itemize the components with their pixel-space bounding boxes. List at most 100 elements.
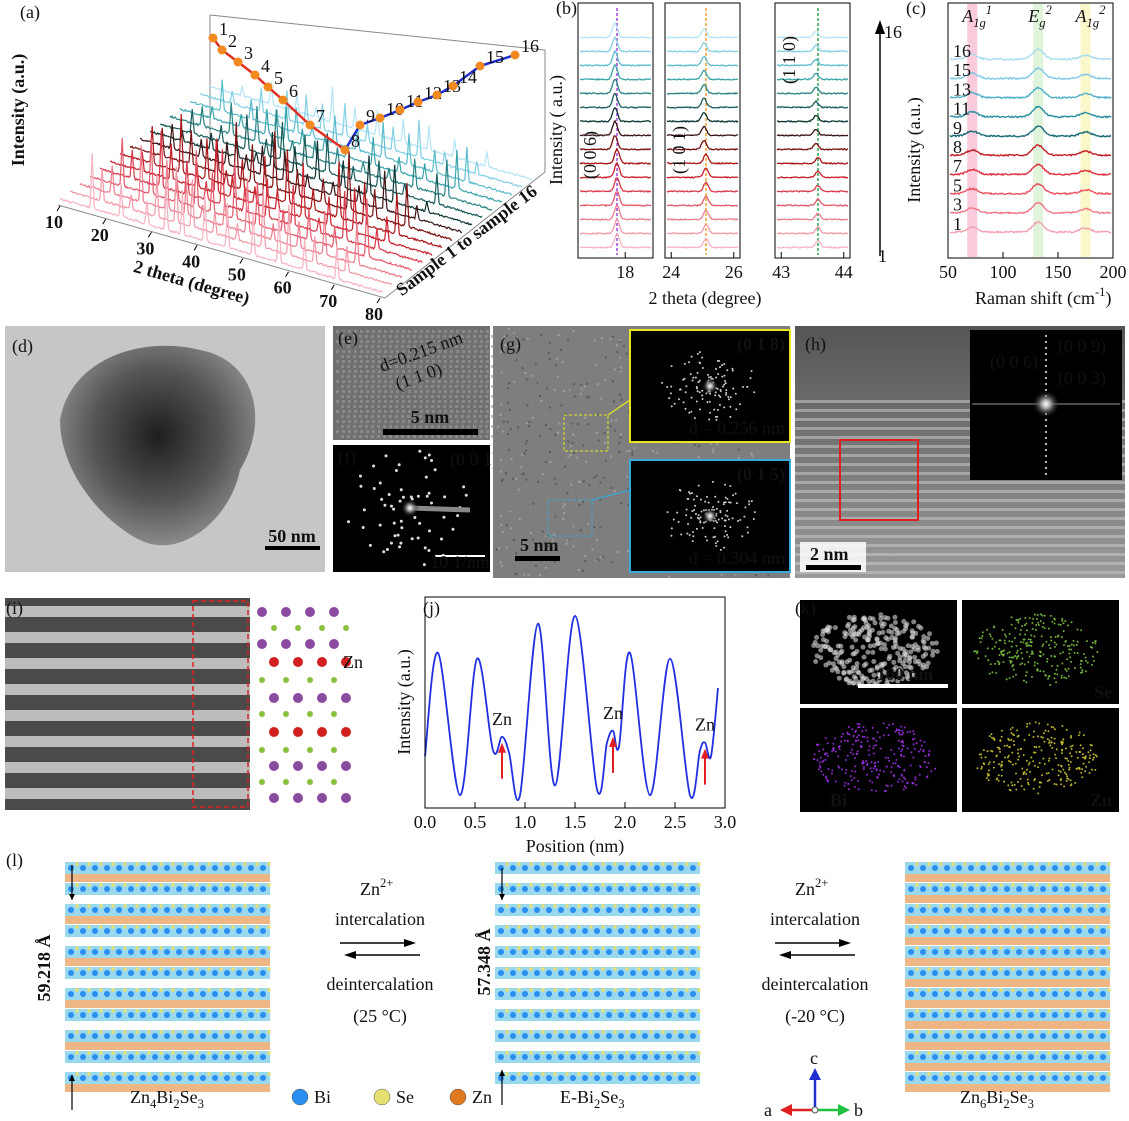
bi-atom bbox=[248, 1054, 254, 1060]
map-dot bbox=[856, 752, 859, 755]
se-atom bbox=[601, 967, 605, 971]
map-dot bbox=[868, 779, 871, 782]
lattice-dot bbox=[353, 395, 356, 398]
map-dot bbox=[909, 628, 915, 634]
se-atom bbox=[135, 1030, 139, 1034]
lattice-dot bbox=[377, 355, 380, 358]
map-dot bbox=[894, 631, 900, 637]
noise bbox=[694, 443, 697, 446]
noise bbox=[576, 456, 579, 459]
lattice-dot bbox=[389, 395, 392, 398]
lattice-dot bbox=[353, 415, 356, 418]
bi-atom bbox=[248, 991, 254, 997]
lattice-dot bbox=[444, 360, 447, 363]
lattice-dot bbox=[389, 405, 392, 408]
se-atom bbox=[111, 904, 115, 908]
bi-atom bbox=[200, 865, 206, 871]
lattice-dot bbox=[455, 355, 458, 358]
lattice-dot bbox=[377, 435, 380, 438]
fft-speckle bbox=[719, 366, 722, 369]
noise bbox=[668, 575, 671, 578]
lattice-dot bbox=[444, 370, 447, 373]
map-dot bbox=[1060, 765, 1063, 768]
diffraction-spot bbox=[409, 495, 413, 499]
bi-atom bbox=[932, 907, 938, 913]
bi-atom bbox=[80, 1075, 86, 1081]
diffraction-spot bbox=[424, 475, 428, 479]
se-atom bbox=[661, 1072, 665, 1076]
bi-atom bbox=[642, 886, 648, 892]
map-dot bbox=[872, 767, 875, 770]
sample-label: 4 bbox=[261, 56, 270, 76]
atom bbox=[269, 657, 279, 667]
bi-atom bbox=[498, 1054, 504, 1060]
se-atom bbox=[231, 1072, 235, 1076]
map-dot bbox=[1066, 658, 1069, 661]
lattice-dot bbox=[425, 395, 428, 398]
fft-speckle bbox=[725, 393, 728, 396]
bi-atom bbox=[152, 1054, 158, 1060]
bi-atom bbox=[980, 1012, 986, 1018]
lattice-dot bbox=[389, 385, 392, 388]
map-dot bbox=[1041, 774, 1044, 777]
fft-speckle bbox=[726, 497, 729, 500]
map-dot bbox=[908, 649, 914, 655]
bi-atom bbox=[212, 991, 218, 997]
fft-speckle bbox=[670, 385, 673, 388]
lattice-dot bbox=[473, 335, 476, 338]
fft-speckle bbox=[684, 391, 687, 394]
map-dot bbox=[851, 680, 857, 686]
arrowhead bbox=[404, 939, 416, 947]
se-atom bbox=[1047, 862, 1051, 866]
se-atom bbox=[231, 1009, 235, 1013]
fft-speckle bbox=[683, 362, 686, 365]
bi-atom bbox=[678, 907, 684, 913]
se-atom bbox=[637, 1072, 641, 1076]
map-dot bbox=[1016, 780, 1019, 783]
noise bbox=[531, 538, 534, 541]
noise bbox=[572, 433, 575, 436]
map-dot bbox=[877, 760, 880, 763]
x-tick-label: 200 bbox=[1100, 262, 1127, 282]
map-dot bbox=[841, 669, 847, 675]
map-dot bbox=[1004, 633, 1007, 636]
lattice-dot bbox=[407, 395, 410, 398]
se-atom bbox=[649, 967, 653, 971]
bi-atom bbox=[498, 1012, 504, 1018]
fft-speckle bbox=[684, 407, 687, 410]
noise bbox=[562, 390, 565, 393]
se-atom bbox=[123, 904, 127, 908]
bi-atom bbox=[1100, 1054, 1106, 1060]
bi-atom bbox=[932, 991, 938, 997]
lattice-dot bbox=[371, 335, 374, 338]
lattice-dot bbox=[426, 370, 429, 373]
map-dot bbox=[1082, 756, 1085, 759]
bi-atom bbox=[80, 907, 86, 913]
lattice-dot bbox=[419, 425, 422, 428]
lattice-dot bbox=[384, 420, 387, 423]
map-dot bbox=[915, 742, 918, 745]
fft-speckle bbox=[689, 373, 692, 376]
lattice-dot bbox=[450, 380, 453, 383]
se-atom bbox=[553, 1009, 557, 1013]
se-atom bbox=[661, 862, 665, 866]
bi-atom bbox=[606, 865, 612, 871]
noise bbox=[583, 385, 586, 388]
noise bbox=[619, 369, 622, 372]
map-dot bbox=[817, 768, 820, 771]
map-dot bbox=[875, 739, 878, 742]
central-spot bbox=[702, 508, 718, 524]
bi-atom bbox=[1028, 970, 1034, 976]
atom bbox=[269, 761, 279, 771]
bi-atom bbox=[1052, 886, 1058, 892]
bi-atom bbox=[1100, 1012, 1106, 1018]
bi-atom bbox=[104, 886, 110, 892]
lattice-dot bbox=[407, 435, 410, 438]
se-atom bbox=[1083, 1030, 1087, 1034]
map-dot bbox=[995, 672, 998, 675]
se-atom bbox=[231, 925, 235, 929]
map-dot bbox=[998, 663, 1001, 666]
bi-atom bbox=[920, 928, 926, 934]
se-atom bbox=[219, 862, 223, 866]
se-atom bbox=[565, 1051, 569, 1055]
